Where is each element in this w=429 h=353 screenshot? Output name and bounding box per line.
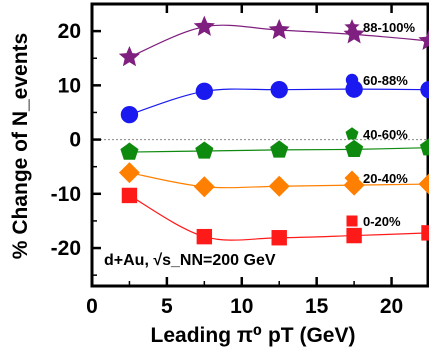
x-tick-label: 20 — [380, 295, 403, 318]
data-point-circle — [120, 105, 139, 124]
y-tick-label: 0 — [69, 129, 81, 152]
data-point-star — [118, 45, 141, 67]
legend-marker-square — [346, 215, 358, 227]
x-tick-label: 10 — [230, 295, 253, 318]
y-tick-label: -10 — [51, 183, 81, 206]
data-point-pentagon — [195, 141, 214, 159]
legend-label: 88-100% — [363, 20, 415, 35]
data-point-square — [346, 227, 362, 244]
x-axis-label: Leading π⁰ pT (GeV) — [151, 324, 356, 347]
data-point-star — [343, 23, 365, 44]
x-tick-label: 15 — [305, 295, 329, 318]
data-point-star — [193, 15, 215, 36]
y-tick-label: 10 — [58, 74, 81, 97]
annotation-text: d+Au, √s_NN=200 GeV — [104, 252, 276, 269]
legend-label: 0-20% — [363, 214, 401, 229]
frame-layer — [90, 2, 429, 288]
data-point-circle — [270, 81, 288, 99]
data-point-diamond — [418, 173, 429, 195]
data-point-square — [421, 225, 429, 241]
legend-marker-star — [344, 19, 360, 34]
x-tick-label: 5 — [161, 295, 173, 318]
legend-label: 40-60% — [363, 127, 408, 142]
data-point-circle — [420, 81, 429, 99]
data-point-diamond — [118, 162, 140, 184]
data-point-square — [271, 230, 287, 246]
legend-marker-diamond — [344, 170, 360, 186]
data-point-star — [418, 29, 429, 50]
data-point-circle — [195, 82, 214, 100]
data-point-pentagon — [270, 140, 289, 158]
y-tick-label: -20 — [51, 237, 81, 260]
data-point-diamond — [268, 175, 290, 197]
legend-marker-pentagon — [345, 127, 359, 140]
data-point-pentagon — [419, 138, 429, 156]
data-point-pentagon — [345, 139, 364, 158]
marker-layer — [118, 15, 429, 246]
legend-label: 20-40% — [363, 171, 408, 186]
y-axis-label: % Change of N_events — [9, 33, 32, 259]
x-tick-label: 0 — [86, 295, 98, 318]
data-point-pentagon — [120, 142, 139, 160]
legend-marker-circle — [345, 73, 359, 87]
data-point-square — [196, 228, 213, 245]
text-layer: 0 5 10 15 20 20 10 0 -10 -20 Leading π⁰ pT (GeV) % … — [9, 20, 415, 347]
legend-label: 60-88% — [363, 73, 408, 88]
data-point-diamond — [193, 176, 215, 198]
data-point-square — [121, 187, 138, 204]
plot-frame — [90, 2, 429, 288]
y-tick-label: 20 — [58, 20, 81, 43]
data-point-star — [268, 18, 290, 40]
